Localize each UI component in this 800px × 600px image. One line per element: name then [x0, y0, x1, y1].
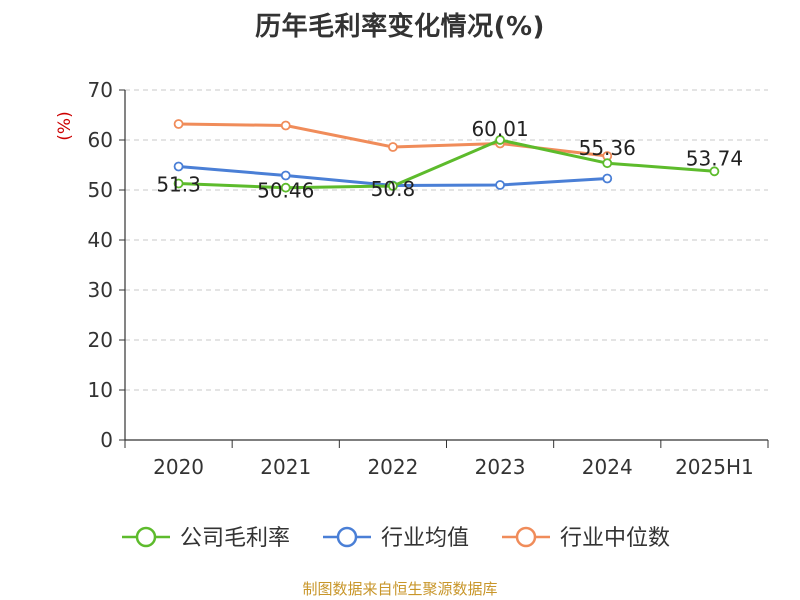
y-tick-label: 40	[88, 228, 113, 252]
data-point	[280, 120, 291, 131]
x-tick-label: 2020	[153, 455, 204, 479]
legend: 公司毛利率 行业均值 行业中位数	[122, 526, 670, 551]
axes: 0 10 20 30 40 50 60 70 2020 2021 2022 2023 2024 2025H…	[88, 78, 769, 479]
data-label: 60.01	[471, 117, 528, 141]
data-label: 51.3	[156, 173, 201, 197]
series-lines	[173, 119, 720, 193]
data-label: 53.74	[686, 146, 743, 170]
legend-label: 行业均值	[381, 526, 469, 551]
data-label: 50.8	[371, 177, 416, 201]
y-tick-label: 60	[88, 128, 113, 152]
data-point	[280, 182, 291, 193]
x-tick-label: 2021	[260, 455, 311, 479]
y-tick-label: 10	[88, 378, 113, 402]
data-point	[280, 170, 291, 181]
data-point	[388, 181, 398, 191]
data-point	[388, 142, 398, 152]
y-axis-unit-label: (%)	[55, 111, 75, 140]
data-point	[495, 180, 505, 190]
legend-marker	[336, 526, 358, 548]
y-tick-label: 70	[88, 78, 113, 102]
source-note: 制图数据来自恒生聚源数据库	[302, 580, 498, 598]
legend-item: 行业均值	[323, 526, 469, 551]
legend-marker	[515, 526, 537, 548]
data-label: 55.36	[579, 136, 636, 160]
y-tick-label: 0	[100, 428, 113, 452]
chart-title: 历年毛利率变化情况(%)	[255, 12, 545, 42]
x-tick-label: 2023	[475, 455, 526, 479]
y-tick-label: 50	[88, 178, 113, 202]
legend-item: 公司毛利率	[122, 526, 290, 551]
x-tick-label: 2022	[367, 455, 418, 479]
x-tick-label: 2025H1	[675, 455, 754, 479]
data-point	[173, 178, 184, 189]
series-line	[177, 138, 716, 190]
data-point	[602, 158, 613, 169]
legend-item: 行业中位数	[502, 526, 670, 551]
data-point	[602, 173, 613, 184]
y-tick-label: 30	[88, 278, 113, 302]
data-point	[495, 135, 505, 145]
series-0	[173, 135, 720, 193]
data-point	[173, 161, 184, 172]
y-tick-label: 20	[88, 328, 113, 352]
legend-marker	[135, 526, 157, 548]
legend-label: 行业中位数	[560, 526, 670, 551]
x-tick-label: 2024	[582, 455, 633, 479]
series-2	[173, 119, 613, 161]
legend-label: 公司毛利率	[180, 526, 290, 551]
data-point	[709, 166, 720, 177]
data-labels: 51.3 50.46 50.8 60.01 55.36 53.74	[156, 117, 743, 203]
grid-lines	[125, 89, 768, 391]
data-label: 50.46	[257, 179, 314, 203]
data-point	[173, 119, 184, 129]
